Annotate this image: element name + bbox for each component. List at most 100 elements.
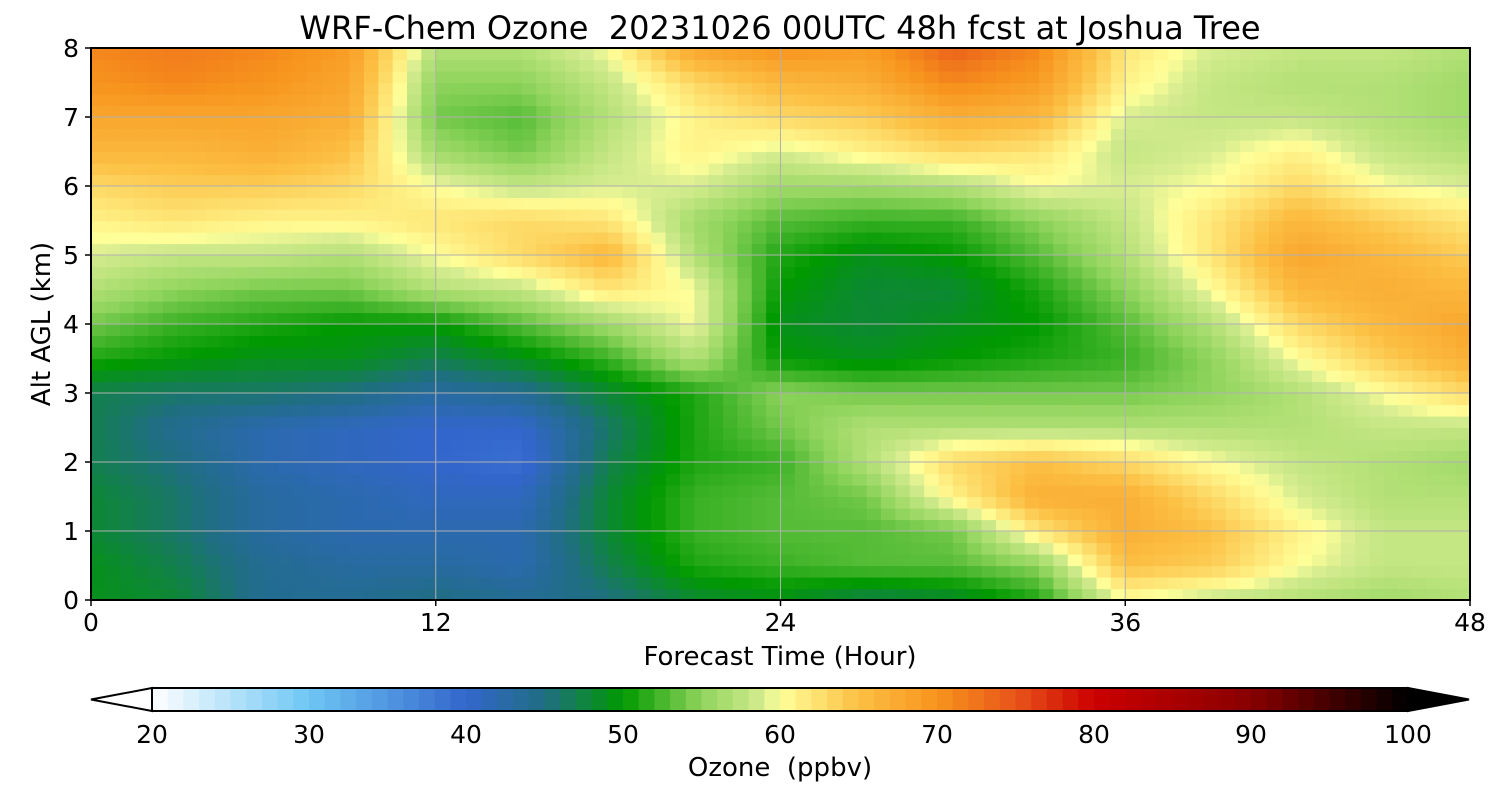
heatmap-cell [1426, 105, 1442, 118]
heatmap-cell [1412, 519, 1428, 532]
heatmap-cell [708, 554, 724, 567]
heatmap-cell [1082, 186, 1098, 199]
heatmap-cell [909, 393, 925, 406]
heatmap-cell [924, 232, 940, 245]
heatmap-cell [1182, 519, 1198, 532]
heatmap-cell [91, 82, 106, 95]
heatmap-cell [1067, 393, 1083, 406]
heatmap-cell [277, 358, 293, 371]
heatmap-cell [622, 312, 638, 325]
heatmap-cell [981, 82, 997, 95]
heatmap-cell [464, 128, 480, 141]
heatmap-cell [349, 117, 365, 130]
heatmap-cell [1311, 462, 1327, 475]
heatmap-cell [493, 105, 509, 118]
heatmap-cell [119, 485, 135, 498]
heatmap-cell [723, 473, 738, 486]
heatmap-cell [191, 335, 207, 348]
heatmap-cell [1197, 519, 1213, 532]
heatmap-cell [277, 370, 293, 383]
heatmap-cell [1340, 427, 1356, 440]
heatmap-cell [1441, 289, 1457, 302]
y-axis: 0 1 2 3 4 5 6 7 8 [63, 34, 91, 615]
heatmap-cell [852, 82, 868, 95]
heatmap-cell [363, 496, 379, 509]
heatmap-cell [608, 243, 624, 256]
heatmap-cell [91, 588, 106, 600]
heatmap-cell [608, 565, 624, 578]
heatmap-cell [1039, 427, 1055, 440]
heatmap-cell [1168, 508, 1184, 521]
heatmap-cell [134, 174, 150, 187]
heatmap-cell [1182, 174, 1198, 187]
heatmap-cell [1398, 554, 1414, 567]
heatmap-cell [435, 485, 451, 498]
heatmap-cell [665, 71, 681, 84]
heatmap-cell [1197, 140, 1213, 153]
heatmap-cell [507, 565, 523, 578]
heatmap-cell [378, 197, 394, 210]
heatmap-cell [1398, 565, 1414, 578]
heatmap-cell [679, 140, 695, 153]
heatmap-cell [1082, 140, 1098, 153]
heatmap-cell [493, 174, 509, 187]
heatmap-cell [507, 140, 523, 153]
heatmap-cell [177, 140, 193, 153]
heatmap-cell [1426, 128, 1442, 141]
heatmap-cell [852, 174, 868, 187]
heatmap-cell [981, 542, 997, 555]
heatmap-cell [981, 128, 997, 141]
heatmap-cell [636, 312, 652, 325]
heatmap-cell [794, 128, 810, 141]
heatmap-cell [421, 151, 437, 164]
heatmap-cell [952, 519, 968, 532]
heatmap-cell [464, 163, 480, 176]
heatmap-cell [895, 209, 911, 222]
heatmap-cell [1053, 163, 1069, 176]
heatmap-cell [1010, 128, 1026, 141]
heatmap-cell [335, 462, 351, 475]
heatmap-cell [234, 255, 250, 268]
colorbar-swatch [921, 688, 938, 711]
heatmap-cell [478, 370, 494, 383]
heatmap-cell [1211, 71, 1227, 84]
heatmap-cell [1297, 404, 1313, 417]
heatmap-cell [277, 105, 293, 118]
heatmap-cell [521, 542, 537, 555]
heatmap-cell [837, 542, 853, 555]
heatmap-cell [1067, 128, 1083, 141]
heatmap-cell [521, 278, 537, 291]
heatmap-cell [1283, 450, 1299, 463]
heatmap-cell [1067, 289, 1083, 302]
heatmap-cell [363, 197, 379, 210]
heatmap-cell [220, 209, 236, 222]
heatmap-cell [751, 220, 767, 233]
heatmap-cell [723, 404, 738, 417]
heatmap-cell [249, 266, 264, 279]
heatmap-cell [1110, 588, 1126, 600]
heatmap-cell [1182, 243, 1198, 256]
heatmap-cell [636, 588, 652, 600]
heatmap-cell [995, 197, 1011, 210]
heatmap-cell [407, 71, 422, 84]
heatmap-cell [1168, 542, 1184, 555]
heatmap-cell [1153, 197, 1169, 210]
heatmap-cell [967, 243, 983, 256]
heatmap-cell [1326, 71, 1342, 84]
heatmap-cell [952, 209, 968, 222]
heatmap-cell [1297, 94, 1313, 107]
heatmap-cell [363, 450, 379, 463]
heatmap-cell [737, 427, 753, 440]
heatmap-cell [349, 174, 365, 187]
heatmap-cell [967, 140, 983, 153]
heatmap-cell [162, 393, 178, 406]
heatmap-cell [1125, 393, 1141, 406]
heatmap-cell [852, 59, 868, 72]
heatmap-cell [751, 416, 767, 429]
heatmap-cell [450, 140, 466, 153]
heatmap-cell [593, 301, 609, 314]
heatmap-cell [263, 243, 279, 256]
heatmap-cell [292, 255, 308, 268]
heatmap-cell [249, 255, 264, 268]
heatmap-cell [220, 174, 236, 187]
